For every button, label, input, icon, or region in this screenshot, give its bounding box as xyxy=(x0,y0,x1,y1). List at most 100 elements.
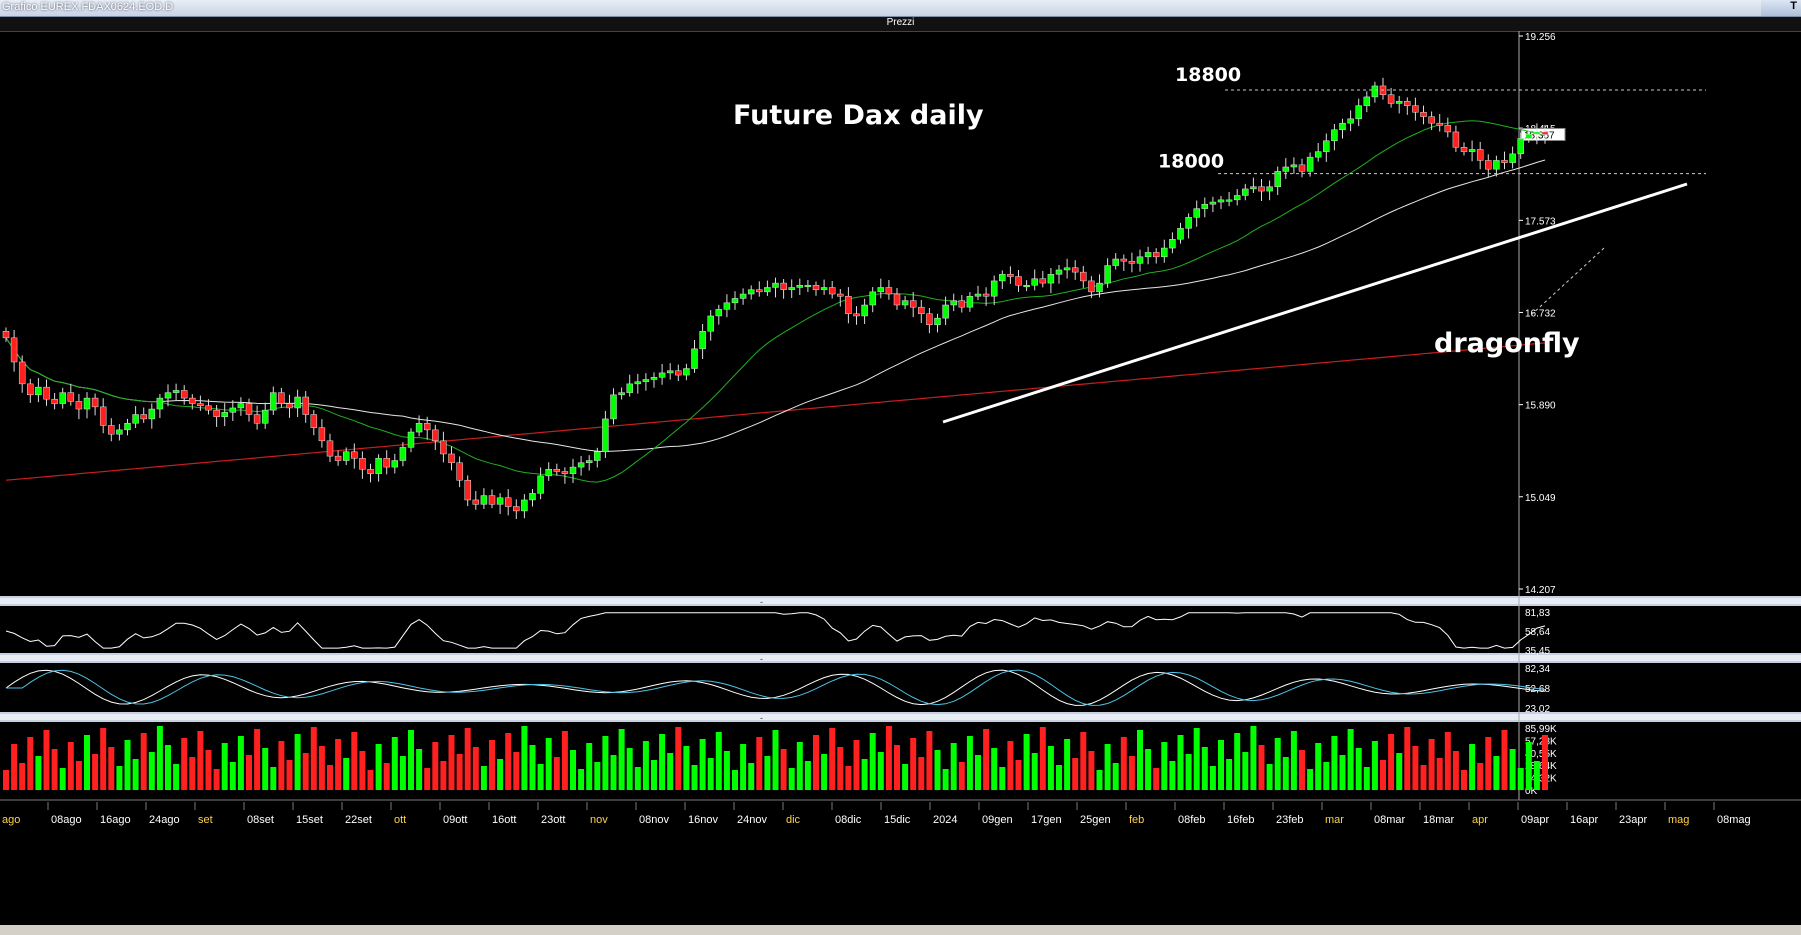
volume-bar xyxy=(894,745,900,790)
oscillator-tick-label: 35,45 xyxy=(1525,646,1550,657)
volume-bar xyxy=(1461,770,1467,790)
candle xyxy=(318,427,326,442)
candle xyxy=(683,368,690,376)
candle xyxy=(618,392,625,396)
candle xyxy=(764,287,771,293)
candle xyxy=(1201,203,1209,209)
candle xyxy=(472,499,480,505)
volume-bar xyxy=(570,750,576,790)
candle xyxy=(942,304,949,319)
candle xyxy=(1387,94,1395,104)
date-label: 16feb xyxy=(1227,814,1255,826)
candle xyxy=(140,414,147,420)
volume-bar xyxy=(1525,742,1532,790)
candle xyxy=(1209,201,1217,205)
volume-bar xyxy=(1137,730,1143,790)
candle xyxy=(861,304,868,317)
date-label: 15dic xyxy=(884,814,911,826)
candle xyxy=(739,293,747,299)
candle xyxy=(1347,118,1354,124)
candle xyxy=(91,397,99,408)
ma-short-line xyxy=(5,120,1546,483)
candle xyxy=(715,309,723,317)
volume-tick-label: 40,55K xyxy=(1525,749,1557,760)
oscillator-tick-label: 23,02 xyxy=(1525,704,1550,715)
candle xyxy=(658,372,666,378)
volume-bar xyxy=(1201,747,1208,790)
volume-bar xyxy=(683,746,690,790)
volume-bar xyxy=(1436,758,1443,790)
candle xyxy=(1258,186,1265,192)
volume-bar xyxy=(861,759,868,790)
candle xyxy=(156,397,164,410)
oscillator-tick-label: 81,83 xyxy=(1525,608,1550,619)
volume-bar xyxy=(173,764,180,790)
candle xyxy=(415,423,423,433)
volume-bar xyxy=(1039,727,1046,790)
candle xyxy=(18,361,26,385)
volume-bar xyxy=(399,756,406,790)
candle xyxy=(27,383,34,396)
volume-bar xyxy=(1120,737,1127,790)
candle xyxy=(1088,280,1095,293)
candle xyxy=(626,383,633,393)
volume-bar xyxy=(1128,756,1135,790)
date-label: 17gen xyxy=(1031,814,1062,826)
volume-bar xyxy=(327,765,333,790)
volume-bar xyxy=(1258,745,1265,790)
volume-bar xyxy=(788,768,795,790)
candle xyxy=(10,337,18,363)
candle xyxy=(610,394,617,420)
candle xyxy=(1136,256,1144,264)
volume-bar xyxy=(918,757,925,790)
level-low-label: 18000 xyxy=(1158,151,1224,173)
volume-bar xyxy=(1209,766,1216,790)
volume-bar xyxy=(213,769,220,790)
window-titlebar: Grafico EUREX.FDAX0624.EOD.D T xyxy=(0,0,1801,17)
window-controls[interactable]: T xyxy=(1761,0,1801,16)
volume-bar xyxy=(748,763,755,790)
candle xyxy=(602,418,609,453)
date-label: feb xyxy=(1129,814,1144,826)
oscillator-tick-label: 58,64 xyxy=(1525,627,1550,638)
volume-bar xyxy=(11,744,18,790)
candle xyxy=(116,429,123,435)
status-bar xyxy=(0,925,1801,935)
candle xyxy=(294,396,301,409)
price-tick-label: 16.732 xyxy=(1525,308,1556,319)
candle xyxy=(67,392,75,402)
candle xyxy=(1217,199,1225,203)
volume-tick-label: 85,99K xyxy=(1525,724,1557,735)
candle xyxy=(1023,285,1030,288)
date-label: ago xyxy=(2,814,20,826)
candle xyxy=(521,499,528,512)
volume-bar xyxy=(448,735,455,790)
volume-bar xyxy=(489,740,495,790)
volume-bar xyxy=(294,734,301,790)
candle xyxy=(496,497,504,505)
volume-bar xyxy=(221,743,228,790)
volume-bar xyxy=(626,748,633,790)
dragonfly-pointer xyxy=(1529,247,1605,317)
candle xyxy=(1063,267,1071,271)
volume-bar xyxy=(991,748,998,790)
date-label: 08feb xyxy=(1178,814,1206,826)
volume-bar xyxy=(1396,753,1403,790)
candle xyxy=(1096,282,1103,293)
candle xyxy=(286,403,293,409)
volume-bar xyxy=(132,759,139,790)
candle xyxy=(893,293,901,306)
candle xyxy=(334,455,342,461)
price-panel-header: Prezzi xyxy=(0,17,1801,32)
candle xyxy=(342,451,350,461)
volume-bar xyxy=(715,732,722,790)
candle xyxy=(837,293,844,297)
candle xyxy=(367,469,374,474)
candle xyxy=(707,315,714,332)
date-label: 16nov xyxy=(688,814,718,826)
volume-bar xyxy=(1501,730,1508,790)
candle xyxy=(1541,131,1549,135)
candle xyxy=(423,423,431,431)
date-label: 23ott xyxy=(541,814,565,826)
